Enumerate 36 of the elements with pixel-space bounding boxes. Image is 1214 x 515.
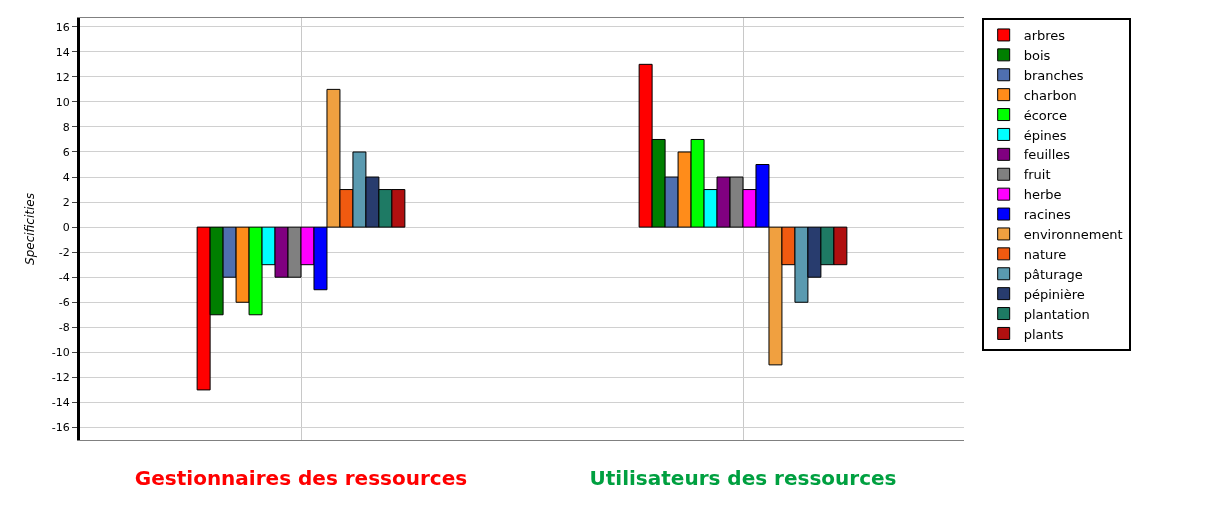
legend-label: arbres — [1023, 28, 1066, 44]
legend-label: nature — [1023, 246, 1067, 262]
y-tick-label: -12 — [51, 371, 70, 385]
y-tick-label: -16 — [51, 421, 70, 435]
y-tick-label: -8 — [58, 321, 70, 335]
legend-label: environnement — [1023, 227, 1123, 243]
legend-label: charbon — [1023, 87, 1077, 103]
legend-label: pépinière — [1023, 286, 1085, 302]
legend-label: plants — [1023, 326, 1064, 342]
x-tick-label: Gestionnaires des ressources — [134, 466, 468, 490]
y-tick-label: 10 — [55, 95, 70, 109]
y-tick-label: -6 — [58, 296, 70, 310]
y-axis-title: Specificities — [23, 193, 38, 265]
legend-label: épines — [1023, 127, 1067, 143]
legend-label: plantation — [1023, 306, 1090, 322]
y-tick-label: 2 — [62, 195, 70, 209]
y-tick-label: -14 — [51, 396, 70, 410]
y-tick-label: -4 — [58, 271, 70, 285]
y-tick-label: 6 — [62, 145, 70, 159]
legend-label: bois — [1023, 47, 1051, 63]
y-tick-label: 14 — [55, 45, 70, 59]
legend-label: écorce — [1023, 107, 1067, 123]
legend-label: feuilles — [1023, 147, 1071, 163]
legend-label: fruit — [1023, 167, 1051, 183]
y-tick-label: 12 — [55, 70, 70, 84]
y-tick-label: 16 — [55, 20, 70, 34]
y-tick-label: 8 — [62, 120, 70, 134]
legend-label: racines — [1023, 207, 1071, 223]
y-tick-label: -2 — [58, 246, 70, 260]
y-tick-label: 4 — [62, 170, 70, 184]
legend-label: herbe — [1023, 187, 1062, 203]
y-tick-label: 0 — [62, 220, 70, 234]
legend-label: pâturage — [1023, 266, 1083, 282]
legend-label: branches — [1023, 67, 1084, 83]
x-tick-label: Utilisateurs des ressources — [589, 466, 897, 490]
y-tick-label: -10 — [51, 346, 70, 360]
